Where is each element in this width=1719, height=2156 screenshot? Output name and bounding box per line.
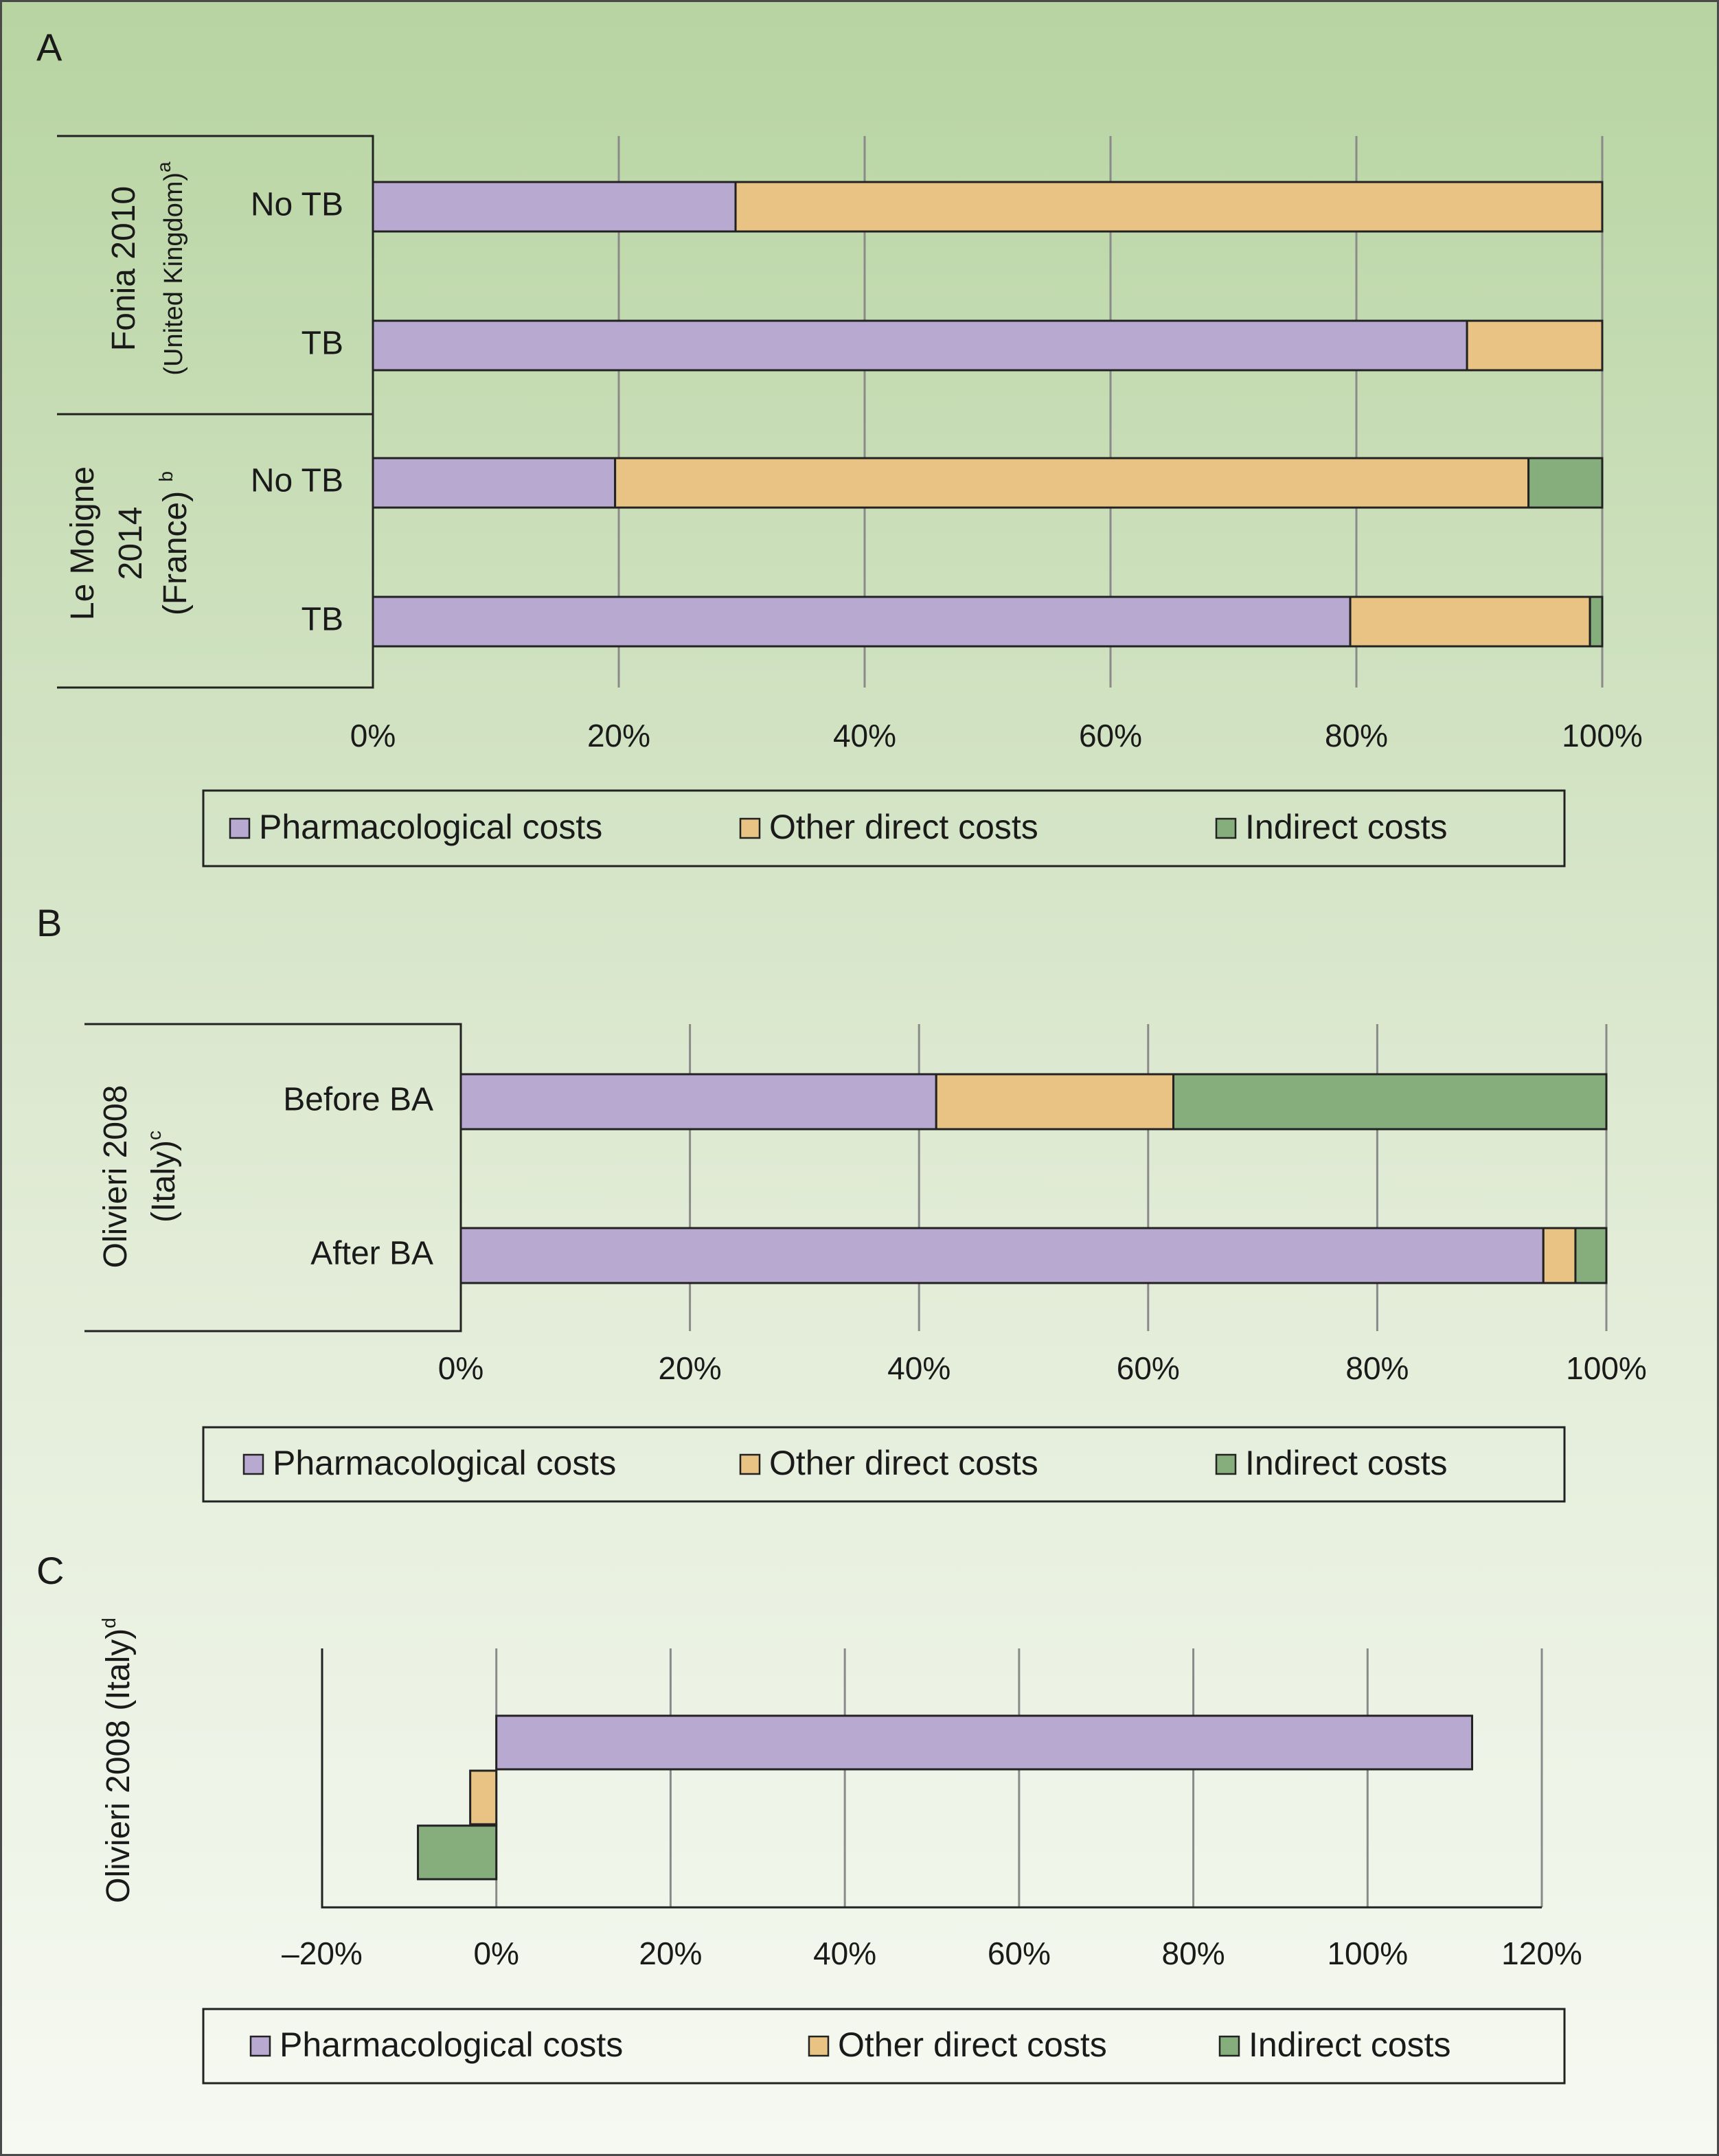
bar-pharmacological-costs (495, 1714, 1474, 1771)
legend-swatch (808, 2035, 830, 2057)
axis-frame (321, 1648, 1542, 1909)
legend-swatch (1215, 1453, 1237, 1475)
legend-label: Other direct costs (838, 2025, 1107, 2064)
x-tick-label: 20% (587, 718, 650, 753)
bar-pharmacological-costs (372, 457, 617, 509)
group-label: Fonia 2010 (106, 186, 142, 351)
group-sublabel: (United Kingdom)a (153, 161, 188, 376)
bar-indirect-costs (1527, 457, 1604, 509)
x-tick-label: 100% (1566, 1350, 1647, 1386)
x-tick-label: 20% (659, 1350, 722, 1386)
x-tick-label: 20% (639, 1936, 702, 1971)
legend: Pharmacological costs Other direct costs I… (202, 789, 1566, 867)
x-tick-label: 0% (473, 1936, 519, 1971)
panel-c: C –20% 0% 20% 40% 60% 80% 100% 120% Olivieri 2008… (36, 1549, 1582, 2085)
bar-other-direct-costs (1466, 319, 1604, 372)
legend-label: Indirect costs (1245, 1444, 1448, 1482)
category-label: No TB (251, 187, 343, 223)
bar-indirect-costs (1172, 1073, 1608, 1131)
group-label: 2014 (113, 507, 149, 580)
bar-pharmacological-costs (459, 1227, 1545, 1284)
bar-indirect-costs (1574, 1227, 1608, 1284)
legend-label: Pharmacological costs (273, 1444, 616, 1482)
panel-a: A 0% 20% 40% 60% 80% 100% No TB TB No TB TB Fonia 2… (36, 25, 1643, 867)
category-label: No TB (251, 463, 343, 499)
legend-label: Other direct costs (769, 1444, 1038, 1482)
category-label: TB (301, 602, 343, 638)
group-frame (84, 1023, 462, 1332)
legend-label: Pharmacological costs (280, 2025, 623, 2064)
legend-box (202, 789, 1566, 867)
category-label: Before BA (283, 1082, 433, 1118)
legend-swatch (739, 1453, 761, 1475)
x-tick-label: 120% (1501, 1936, 1582, 1971)
category-label: TB (301, 326, 343, 362)
group-label: Olivieri 2008 (98, 1085, 134, 1269)
bar-pharmacological-costs (459, 1073, 937, 1131)
category-label: After BA (310, 1236, 433, 1272)
bar-other-direct-costs (614, 457, 1530, 509)
bar-other-direct-costs (935, 1073, 1174, 1131)
group-sublabel: (Italy)c (144, 1131, 181, 1223)
group-label: Le Moigne (65, 466, 101, 620)
x-tick-label: 40% (813, 1936, 876, 1971)
legend-swatch (739, 817, 761, 839)
legend-swatch (1215, 817, 1237, 839)
bar-other-direct-costs (1542, 1227, 1577, 1284)
legend: Pharmacological costs Other direct costs I… (202, 1426, 1566, 1503)
y-axis-label: Olivieri 2008 (Italy)d (98, 1618, 136, 1903)
panel-letter: B (36, 901, 62, 944)
group-frame (57, 135, 374, 689)
bar-pharmacological-costs (372, 595, 1352, 648)
bar-indirect-costs (417, 1824, 498, 1881)
x-tick-label: –20% (282, 1936, 363, 1971)
legend-swatch (242, 1453, 264, 1475)
bar-pharmacological-costs (372, 319, 1468, 372)
x-tick-label: 0% (350, 718, 396, 753)
legend-swatch (229, 817, 251, 839)
bar-pharmacological-costs (372, 181, 737, 233)
panel-letter: C (36, 1549, 64, 1592)
x-tick-label: 60% (1079, 718, 1142, 753)
panel-letter: A (36, 25, 62, 69)
legend-box (202, 2008, 1566, 2085)
x-tick-label: 80% (1325, 718, 1388, 753)
x-tick-label: 80% (1345, 1350, 1409, 1386)
legend-box (202, 1426, 1566, 1503)
x-tick-label: 40% (887, 1350, 950, 1386)
x-tick-label: 60% (1117, 1350, 1180, 1386)
legend-swatch (249, 2035, 271, 2057)
bar-indirect-costs (1589, 595, 1604, 648)
legend: Pharmacological costs Other direct costs I… (202, 2008, 1566, 2085)
legend-swatch (1218, 2035, 1240, 2057)
legend-label: Indirect costs (1249, 2025, 1451, 2064)
legend-label: Indirect costs (1245, 808, 1448, 846)
legend-label: Pharmacological costs (259, 808, 602, 846)
legend-label: Other direct costs (769, 808, 1038, 846)
x-tick-label: 80% (1162, 1936, 1225, 1971)
bar-other-direct-costs (469, 1769, 498, 1826)
x-tick-label: 100% (1327, 1936, 1408, 1971)
x-tick-label: 60% (988, 1936, 1051, 1971)
x-tick-label: 0% (438, 1350, 483, 1386)
x-tick-label: 100% (1562, 718, 1643, 753)
bar-other-direct-costs (1349, 595, 1591, 648)
panel-b: B 0% 20% 40% 60% 80% 100% Before BA After BA Oliv… (36, 901, 1647, 1503)
group-label: (France) b (155, 471, 193, 615)
x-tick-label: 40% (833, 718, 896, 753)
bar-other-direct-costs (734, 181, 1604, 233)
